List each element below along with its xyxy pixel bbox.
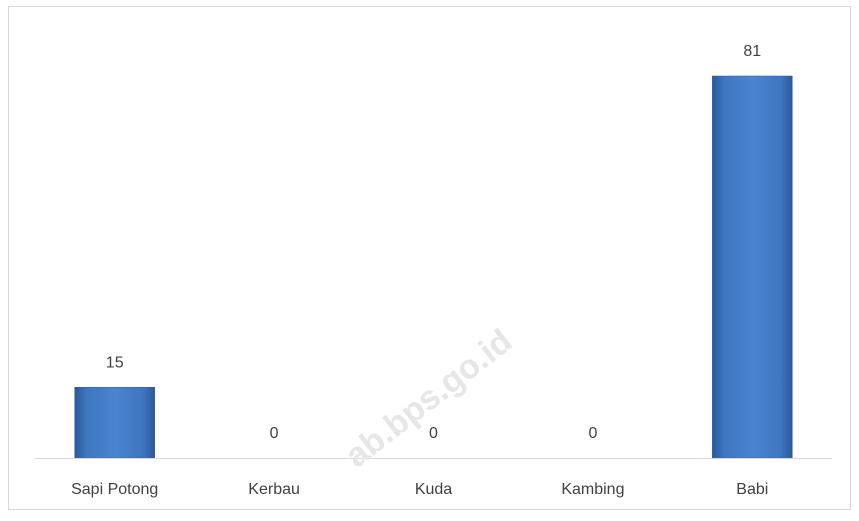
x-tick-label: Kambing: [561, 481, 624, 498]
data-label: 0: [429, 425, 438, 442]
x-tick-label: Kuda: [415, 481, 452, 498]
x-tick-label: Babi: [736, 481, 768, 498]
data-label: 81: [743, 43, 761, 60]
x-tick-label: Sapi Potong: [71, 481, 158, 498]
bar: [74, 387, 155, 459]
data-label: 0: [588, 425, 597, 442]
data-label: 15: [106, 354, 124, 371]
x-tick-label: Kerbau: [248, 481, 300, 498]
bar: [712, 75, 793, 459]
data-label: 0: [270, 425, 279, 442]
